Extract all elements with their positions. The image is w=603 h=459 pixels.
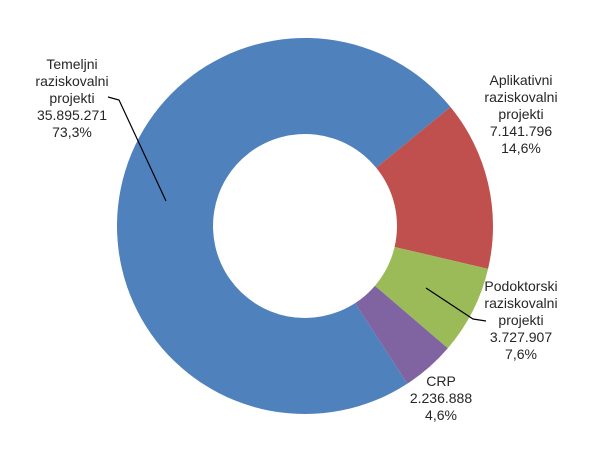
slice-label-aplikativni: Aplikativni raziskovalni projekti 7.141.796… bbox=[456, 72, 586, 157]
slice-label-line: projekti bbox=[498, 106, 544, 122]
slice-label-line: 7.141.796 bbox=[489, 123, 553, 139]
slice-aplikativni bbox=[376, 106, 493, 269]
slice-label-line: 4,6% bbox=[425, 407, 457, 423]
slice-label-line: Aplikativni bbox=[489, 72, 553, 88]
slice-label-line: raziskovalni bbox=[35, 73, 109, 89]
slice-label-line: raziskovalni bbox=[484, 89, 558, 105]
slice-label-line: CRP bbox=[426, 373, 456, 389]
slice-podoktorski bbox=[374, 246, 489, 349]
slice-label-line: Podoktorski bbox=[484, 278, 558, 294]
donut-slices bbox=[116, 38, 493, 415]
slice-label-line: 73,3% bbox=[52, 124, 92, 140]
slice-label-line: projekti bbox=[49, 90, 95, 106]
slice-label-temeljni: Temeljni raziskovalni projekti 35.895.271 73… bbox=[7, 56, 137, 141]
slice-label-line: raziskovalni bbox=[484, 295, 558, 311]
slice-label-line: 7,6% bbox=[505, 346, 537, 362]
slice-label-line: 14,6% bbox=[501, 140, 541, 156]
slice-label-line: 3.727.907 bbox=[489, 329, 553, 345]
leader-line-temeljni bbox=[107, 96, 167, 202]
leader-line-podoktorski bbox=[425, 287, 487, 322]
slice-label-line: 35.895.271 bbox=[36, 107, 108, 123]
slice-crp bbox=[355, 285, 448, 384]
slice-label-crp: CRP 2.236.888 4,6% bbox=[376, 373, 506, 424]
slice-label-line: projekti bbox=[498, 312, 544, 328]
slice-label-line: Temeljni bbox=[46, 56, 98, 72]
slice-temeljni bbox=[116, 38, 451, 415]
slice-label-line: 2.236.888 bbox=[409, 390, 473, 406]
slice-label-podoktorski: Podoktorski raziskovalni projekti 3.727.907… bbox=[456, 278, 586, 363]
